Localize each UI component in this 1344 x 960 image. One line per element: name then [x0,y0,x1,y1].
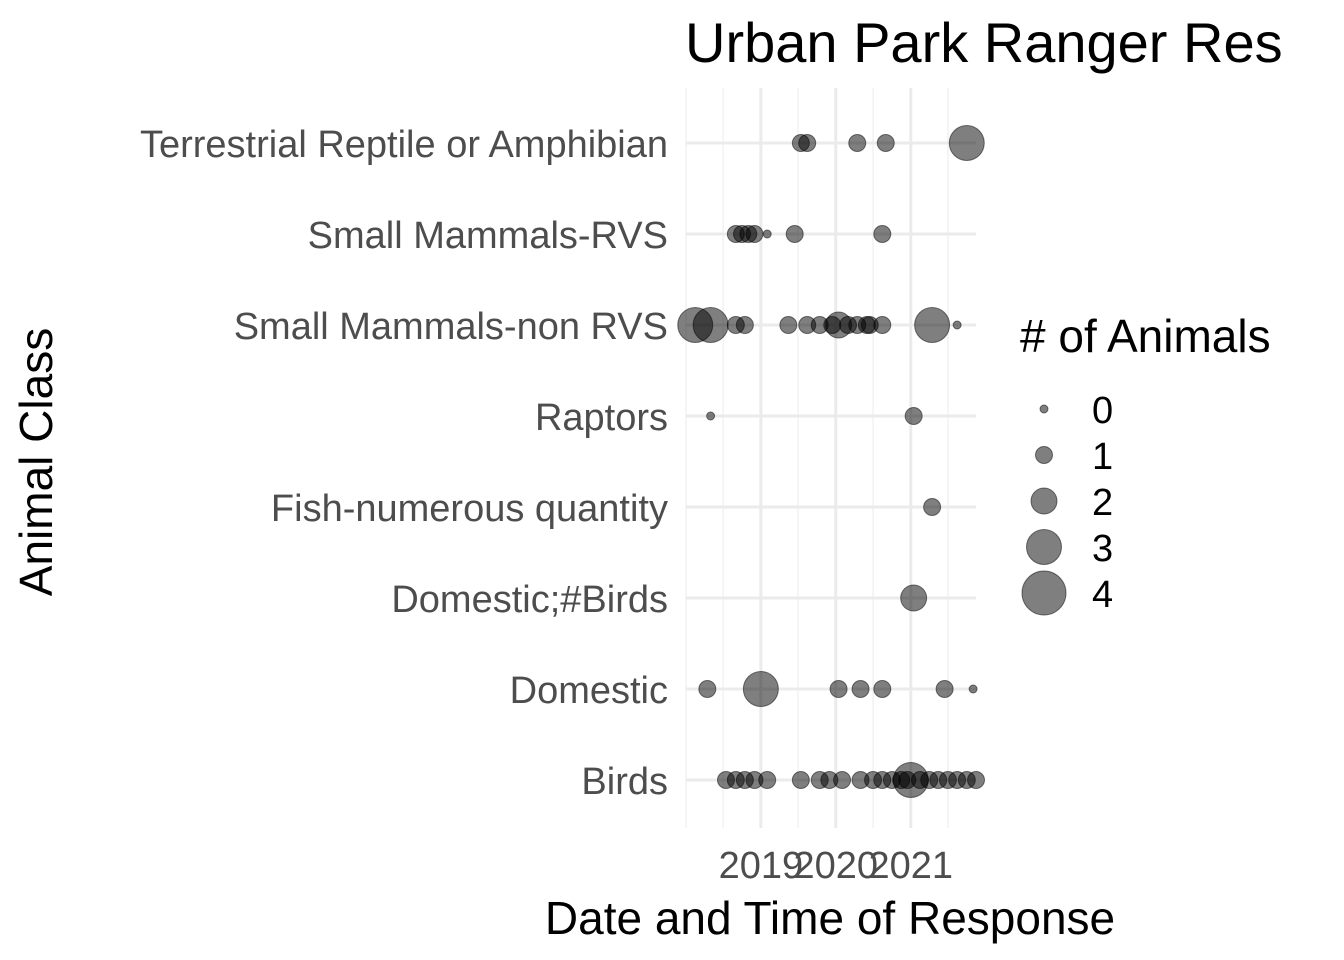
legend-label-3: 3 [1092,528,1113,570]
y-tick-label-fish-numerous-quantity: Fish-numerous quantity [271,488,668,530]
legend-key-2 [1030,487,1058,515]
data-point-small-mammals-non-rvs [952,320,962,330]
data-point-small-mammals-rvs [762,229,772,239]
data-point-birds [758,771,777,789]
y-axis-title: Animal Class [10,328,62,596]
data-point-raptors [904,407,923,425]
legend-label-4: 4 [1092,574,1113,616]
data-point-terrestrial-reptile-or-amphibian [876,134,895,152]
data-point-small-mammals-non-rvs [735,316,754,334]
data-point-small-mammals-non-rvs [779,316,798,334]
data-point-birds [967,771,985,789]
y-tick-label-terrestrial-reptile-or-amphibian: Terrestrial Reptile or Amphibian [140,124,668,166]
legend-key-4 [1021,570,1067,616]
legend-title: # of Animals [1020,310,1271,362]
data-point-domestic [742,671,779,707]
y-tick-label-small-mammals-non-rvs: Small Mammals-non RVS [234,306,668,348]
data-point-domestic [851,680,870,698]
grid-layer [685,88,976,828]
data-point-small-mammals-rvs [873,225,892,243]
data-point-terrestrial-reptile-or-amphibian [848,134,867,152]
data-point-birds [791,771,810,789]
data-point-domestic [968,684,978,694]
x-tick-label-2020: 2020 [793,845,878,887]
category-labels: Birds Domestic Domestic;#Birds Fish-numerou… [140,124,668,803]
data-point-raptors [706,411,716,421]
data-point-domestic-birds [900,584,928,612]
data-point-terrestrial-reptile-or-amphibian [798,134,817,152]
data-point-small-mammals-non-rvs [873,316,892,334]
y-tick-label-domestic-birds: Domestic;#Birds [391,579,668,621]
points-layer [677,125,985,798]
data-point-domestic [698,680,717,698]
y-tick-label-raptors: Raptors [535,397,668,439]
data-point-small-mammals-non-rvs [914,307,951,343]
data-point-small-mammals-rvs [785,225,804,243]
x-tick-label-2021: 2021 [869,845,954,887]
data-point-small-mammals-non-rvs [839,316,858,334]
y-tick-label-small-mammals-rvs: Small Mammals-RVS [308,215,668,257]
data-point-small-mammals-rvs [745,225,764,243]
legend-key-3 [1026,529,1062,565]
chart-title: Urban Park Ranger Res [685,11,1283,74]
legend-label-0: 0 [1092,390,1113,432]
y-tick-label-domestic: Domestic [510,670,668,712]
data-point-birds [833,771,852,789]
data-point-domestic [829,680,848,698]
data-point-domestic [935,680,954,698]
x-axis-title: Date and Time of Response [545,892,1115,944]
y-tick-label-birds: Birds [581,761,668,803]
data-point-small-mammals-non-rvs [692,307,729,343]
legend-key-1 [1035,446,1053,464]
data-point-fish-numerous-quantity [923,498,942,516]
legend-key-0 [1039,404,1049,414]
x-tick-label-2019: 2019 [719,845,804,887]
legend-label-1: 1 [1092,436,1113,478]
legend-label-2: 2 [1092,482,1113,524]
data-point-small-mammals-non-rvs [823,316,842,334]
data-point-terrestrial-reptile-or-amphibian [948,125,985,161]
data-point-domestic [873,680,892,698]
